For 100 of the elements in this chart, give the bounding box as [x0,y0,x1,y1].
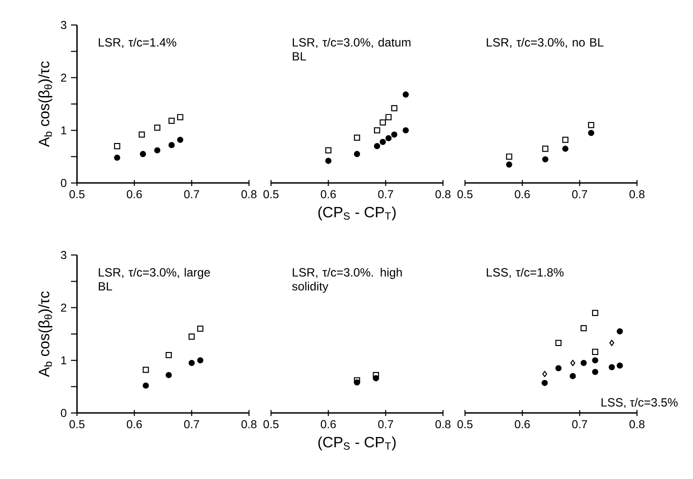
point [542,146,548,152]
x-tick-label: 0.6 [126,190,142,198]
point [354,379,360,386]
annotation: LSR, τ/c=3.0%, datum BL [292,38,410,60]
point [542,156,548,162]
annotation: LSR, τ/c=1.4% [98,38,176,48]
point [588,130,594,136]
point [592,348,598,355]
point [354,150,360,158]
point [142,382,149,389]
x-tick-label: 0.6 [514,190,530,198]
point [402,91,409,98]
y-axis-title: A$_{b}$ cos(β$_{θ}$)/τc [38,61,52,147]
point [142,366,149,373]
point [562,146,568,152]
x-tick-label: 0.8 [629,420,644,428]
point [542,380,548,386]
y-axis-title: A$_{b}$ cos(β$_{θ}$)/τc [38,291,52,377]
x-tick-label: 0.8 [241,190,256,198]
point [570,360,576,366]
point [140,150,146,158]
point [188,334,195,340]
x-tick-label: 0.8 [629,190,644,198]
point [114,143,120,150]
point [555,365,562,372]
point [188,360,195,366]
x-tick-label: 0.7 [572,190,588,198]
point [391,131,398,138]
point [588,122,594,128]
point [592,368,598,375]
point [580,360,587,366]
x-tick-label: 0.5 [264,190,278,198]
point [580,325,587,332]
y-tick-label: 3 [60,20,66,30]
point [114,154,120,161]
y-tick-label: 1 [61,126,66,134]
y-tick-label: 1 [61,356,66,364]
x-axis-title: (CP$_{S}$ - CP$_{T}$) [318,206,396,220]
annotation: LSR, τ/c=3.0%, large BL [98,268,210,290]
annotation: LSR, τ/c=3.0%. high solidity [292,268,402,293]
point [177,136,184,143]
point [592,357,598,364]
point [354,377,360,384]
x-tick-label: 0.8 [241,420,256,428]
point [380,138,386,145]
point [374,127,380,134]
point [570,373,576,380]
x-tick-label: 0.6 [126,420,142,428]
point [562,136,568,143]
annotation: LSR, τ/c=3.0%, no BL [486,38,604,48]
x-tick-label: 0.8 [435,420,450,428]
point [385,114,392,120]
point [166,372,172,378]
point [385,135,392,142]
point [391,105,398,112]
point [506,154,512,160]
point [555,340,562,346]
point [374,143,380,150]
x-tick-label: 0.6 [320,420,336,428]
point [354,134,360,141]
x-tick-label: 0.7 [184,190,200,198]
y-tick-label: 3 [60,250,66,260]
point [166,352,172,358]
point [168,118,175,124]
y-tick-label: 2 [61,74,66,82]
point [138,131,145,138]
y-tick-label: 0 [60,408,66,418]
y-tick-label: 0 [60,178,66,188]
point [506,161,512,168]
x-tick-label: 0.7 [378,190,394,198]
point [592,310,598,316]
point [616,328,623,334]
x-tick-label: 0.7 [378,420,394,428]
point [609,340,614,346]
x-tick-label: 0.5 [458,420,472,428]
point [402,127,409,134]
x-tick-label: 0.5 [264,420,278,428]
point [197,357,204,364]
point [325,158,332,164]
point [168,142,175,148]
x-tick-label: 0.5 [70,420,84,428]
x-axis-title: (CP$_{S}$ - CP$_{T}$) [318,436,396,450]
point [325,147,332,154]
x-tick-label: 0.5 [70,190,84,198]
x-tick-label: 0.5 [458,190,472,198]
point [608,364,615,370]
point [154,147,160,154]
x-tick-label: 0.6 [320,190,336,198]
y-tick-label: 2 [61,304,66,312]
x-tick-label: 0.6 [514,420,530,428]
point [372,375,380,382]
annotation: LSS, τ/c=1.8% [486,268,564,278]
point [616,362,623,369]
point [154,124,160,131]
x-tick-label: 0.7 [572,420,588,428]
point [197,326,204,332]
point [380,119,386,126]
point [372,372,380,378]
point [177,114,184,120]
x-tick-label: 0.7 [184,420,200,428]
